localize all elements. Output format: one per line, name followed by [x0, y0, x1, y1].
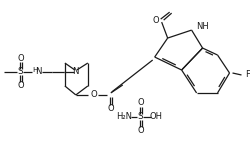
Text: H: H: [32, 67, 38, 73]
Text: NH: NH: [196, 22, 208, 31]
Text: S: S: [136, 112, 142, 121]
Text: O: O: [18, 54, 24, 62]
Text: N: N: [72, 68, 79, 77]
Text: N: N: [34, 68, 41, 77]
Text: H₂N: H₂N: [115, 112, 131, 121]
Text: S: S: [17, 68, 22, 77]
Text: O: O: [137, 98, 143, 107]
Text: O: O: [152, 16, 158, 25]
Text: O: O: [90, 90, 97, 99]
Text: F: F: [244, 70, 250, 80]
Text: O: O: [137, 126, 143, 135]
Text: OH: OH: [148, 112, 162, 121]
Text: O: O: [18, 81, 24, 91]
Text: O: O: [107, 104, 114, 113]
